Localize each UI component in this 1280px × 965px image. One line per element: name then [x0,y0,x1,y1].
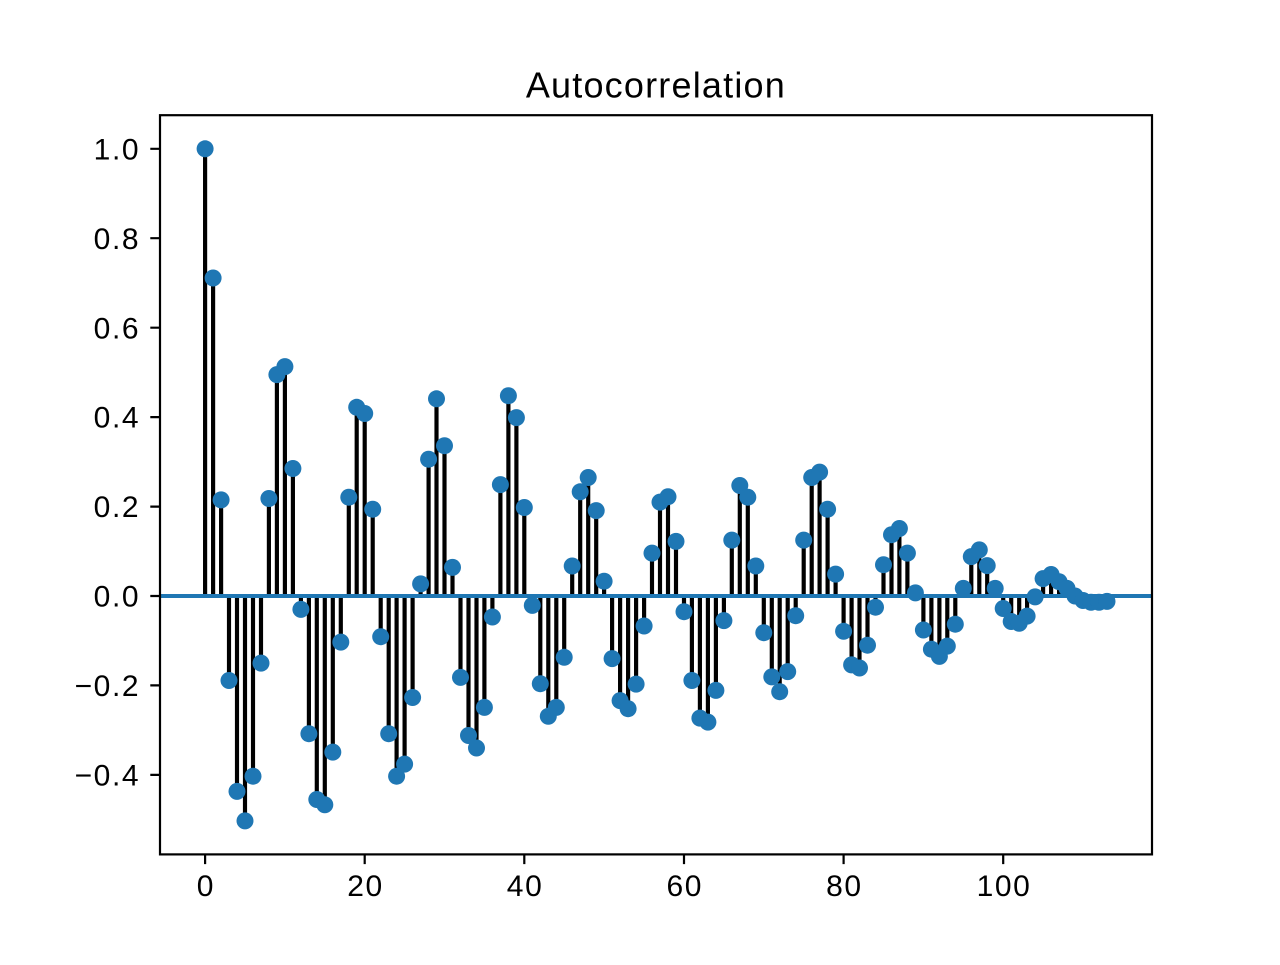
svg-text:0.4: 0.4 [94,402,141,435]
svg-text:1.0: 1.0 [94,133,141,166]
svg-text:60: 60 [667,870,704,903]
svg-text:80: 80 [826,870,863,903]
svg-text:0.0: 0.0 [94,581,141,614]
svg-text:Autocorrelation: Autocorrelation [526,65,786,106]
svg-text:0.8: 0.8 [94,223,141,256]
svg-text:100: 100 [977,870,1032,903]
svg-text:40: 40 [507,870,544,903]
svg-text:20: 20 [347,870,384,903]
svg-text:−0.4: −0.4 [75,760,141,793]
svg-text:0: 0 [197,870,215,903]
svg-text:0.6: 0.6 [94,312,141,345]
svg-text:−0.2: −0.2 [75,670,141,703]
svg-text:0.2: 0.2 [94,491,141,524]
